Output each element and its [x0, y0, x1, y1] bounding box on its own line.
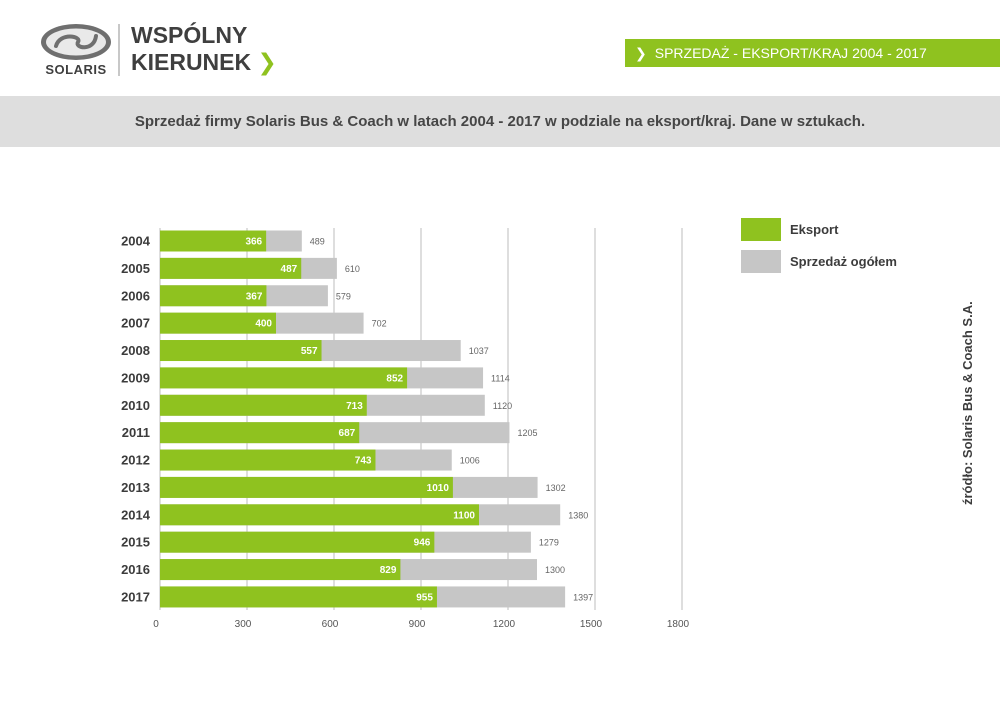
data-label-total: 1006	[460, 456, 480, 466]
bar-export	[160, 504, 479, 526]
data-label-export: 1100	[453, 510, 475, 521]
data-label-total: 1302	[546, 483, 566, 493]
section-tag: ❯ SPRZEDAŻ - EKSPORT/KRAJ 2004 - 2017	[625, 39, 1000, 67]
category-label: 2011	[122, 425, 150, 440]
data-label-total: 489	[310, 237, 325, 247]
category-label: 2015	[121, 535, 150, 550]
chevron-right-icon: ❯	[635, 45, 647, 61]
bar-export	[160, 394, 367, 416]
header: SOLARIS WSPÓLNY KIERUNEK ❯ ❯ SPRZEDAŻ - E…	[0, 0, 1000, 95]
header-divider	[118, 24, 120, 76]
category-label: 2017	[121, 589, 150, 604]
section-tag-label: SPRZEDAŻ - EKSPORT/KRAJ 2004 - 2017	[654, 45, 927, 61]
data-label-export: 1010	[427, 483, 450, 494]
data-label-export: 946	[414, 538, 431, 549]
bar-export	[160, 340, 322, 362]
bar-export	[160, 449, 376, 471]
category-label: 2007	[121, 316, 150, 331]
data-label-export: 557	[301, 346, 318, 357]
data-label-export: 852	[386, 373, 403, 384]
legend-swatch-export	[741, 218, 781, 241]
data-label-export: 400	[255, 319, 272, 330]
x-tick-label: 300	[235, 619, 252, 630]
category-label: 2008	[121, 343, 150, 358]
bar-export	[160, 559, 401, 581]
tagline-line-2: KIERUNEK ❯	[131, 49, 277, 76]
data-label-total: 579	[336, 291, 351, 301]
data-label-total: 1397	[573, 592, 593, 602]
bar-export	[160, 367, 408, 389]
data-label-total: 1037	[469, 346, 489, 356]
category-label: 2009	[121, 370, 150, 385]
tagline-line-1: WSPÓLNY	[131, 22, 248, 48]
logo-wordmark: SOLARIS	[45, 62, 107, 77]
legend-label-export: Eksport	[790, 222, 839, 237]
bar-export	[160, 230, 267, 252]
data-label-export: 687	[339, 428, 356, 439]
category-label: 2016	[121, 562, 150, 577]
source-note: źródło: Solaris Bus & Coach S.A.	[960, 301, 975, 505]
category-label: 2005	[121, 261, 150, 276]
data-label-total: 1380	[568, 510, 588, 520]
tagline-arrow-icon: ❯	[257, 49, 277, 75]
category-label: 2014	[121, 507, 151, 522]
chart-subtitle: Sprzedaż firmy Solaris Bus & Coach w lat…	[0, 96, 1000, 147]
data-label-export: 829	[380, 565, 397, 576]
bar-export	[160, 476, 453, 498]
data-label-export: 713	[346, 401, 363, 412]
data-label-total: 1279	[539, 538, 559, 548]
bar-export	[160, 422, 360, 444]
x-tick-label: 1200	[493, 619, 516, 630]
x-tick-label: 600	[322, 619, 339, 630]
bar-export	[160, 257, 302, 279]
data-label-export: 487	[281, 264, 298, 275]
x-tick-label: 1500	[580, 619, 603, 630]
bar-export	[160, 586, 437, 608]
category-label: 2010	[121, 398, 150, 413]
bar-export	[160, 312, 276, 334]
data-label-total: 610	[345, 264, 360, 274]
data-label-export: 367	[246, 291, 263, 302]
data-label-total: 1120	[493, 401, 512, 411]
legend-label-total: Sprzedaż ogółem	[790, 254, 897, 269]
tagline: WSPÓLNY KIERUNEK ❯	[131, 22, 277, 76]
category-label: 2013	[121, 480, 150, 495]
category-label: 2012	[121, 453, 150, 468]
data-label-total: 1300	[545, 565, 565, 575]
data-label-total: 1114	[491, 373, 510, 383]
legend-swatch-total	[741, 250, 781, 273]
data-label-total: 702	[372, 319, 387, 329]
bar-export	[160, 531, 435, 553]
data-label-export: 743	[355, 456, 372, 467]
x-tick-label: 1800	[667, 619, 690, 630]
tagline-line-2-text: KIERUNEK	[131, 49, 252, 75]
category-label: 2004	[121, 234, 151, 249]
data-label-total: 1205	[517, 428, 537, 438]
solaris-logo	[41, 24, 111, 60]
category-label: 2006	[121, 288, 150, 303]
bar-export	[160, 285, 267, 307]
data-label-export: 366	[245, 237, 262, 248]
x-tick-label: 900	[409, 619, 426, 630]
data-label-export: 955	[416, 592, 433, 603]
x-tick-label: 0	[153, 619, 159, 630]
